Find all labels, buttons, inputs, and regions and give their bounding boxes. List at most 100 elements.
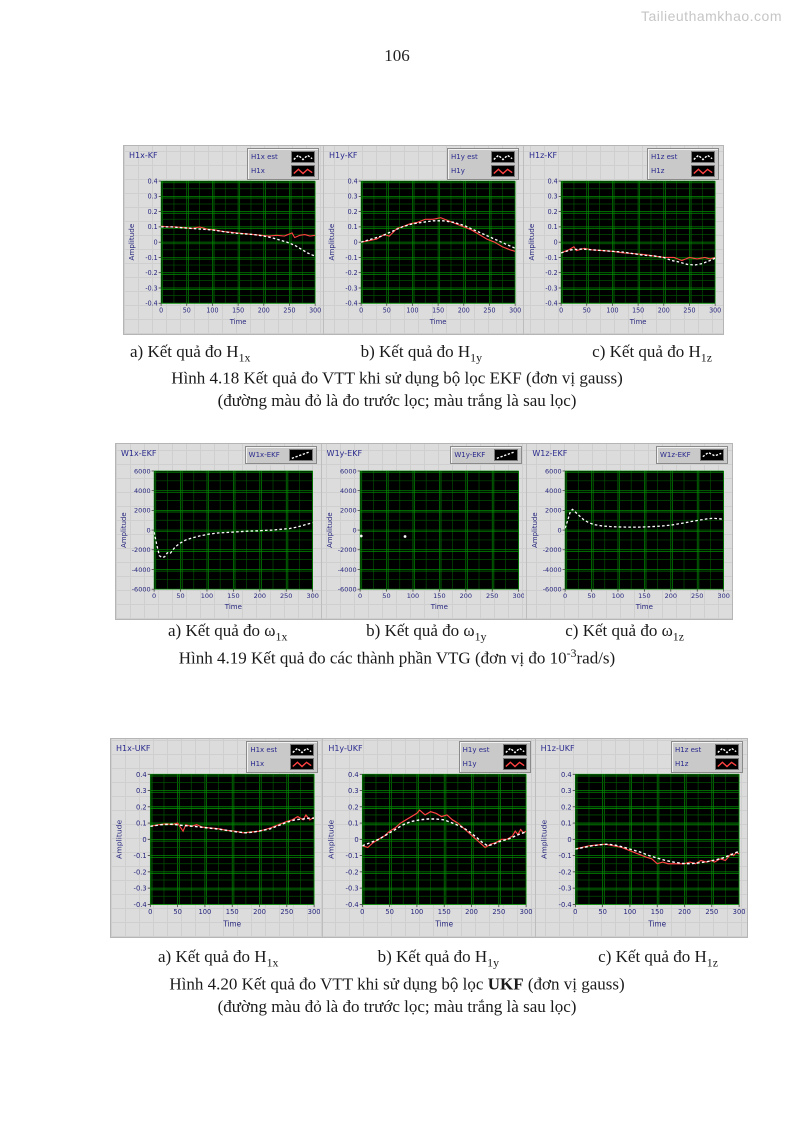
svg-text:4000: 4000 (134, 487, 151, 495)
svg-text:-0.2: -0.2 (145, 269, 157, 277)
svg-text:150: 150 (232, 306, 244, 314)
svg-text:0.1: 0.1 (348, 223, 358, 231)
svg-text:0: 0 (567, 836, 571, 844)
legend-line-icon (714, 744, 739, 756)
svg-text:-0.1: -0.1 (134, 852, 147, 860)
svg-text:Amplitude: Amplitude (539, 819, 548, 859)
figure-420-title: Hình 4.20 Kết quả đo VTT khi sử dụng bộ … (169, 974, 625, 994)
svg-text:100: 100 (623, 908, 636, 916)
svg-text:0: 0 (554, 238, 558, 246)
svg-text:300: 300 (308, 908, 321, 916)
legend-row: H1y (463, 758, 527, 770)
svg-text:-0.3: -0.3 (134, 884, 147, 892)
svg-text:250: 250 (705, 908, 718, 916)
waveform-plot: 0 50 100 150 200 250 300 0.4 0.3 0.2 0.1 0 -0.1 -0.2 -… (326, 178, 521, 332)
svg-text:100: 100 (606, 306, 618, 314)
legend-label: H1x est (251, 153, 278, 161)
svg-text:50: 50 (382, 592, 390, 600)
svg-text:100: 100 (411, 908, 424, 916)
legend-label: H1x est (250, 746, 278, 754)
chart-panel-w1x-ekf: W1x-EKF W1x-EKF 0 50 100 150 200 250 300 6000 40… (116, 444, 322, 619)
chart-panel-h1x-ukf: H1x-UKF H1x est H1x 0 50 100 150 200 250 300 0.… (111, 739, 324, 937)
waveform-plot: 0 50 100 150 200 250 300 0.4 0.3 0.2 0.1 0 -0.1 -0.2 -… (113, 771, 320, 935)
chart-title-label: H1z-KF (529, 151, 558, 160)
svg-text:0.2: 0.2 (348, 803, 359, 811)
svg-text:200: 200 (459, 592, 471, 600)
legend-row: H1z (651, 165, 715, 177)
legend-row: H1y est (463, 744, 527, 756)
chart-legend: H1x est H1x (247, 148, 319, 180)
svg-text:300: 300 (306, 592, 318, 600)
svg-text:Amplitude: Amplitude (120, 512, 128, 548)
chart-legend: W1z-EKF (656, 446, 729, 464)
svg-text:-6000: -6000 (543, 586, 562, 594)
svg-text:250: 250 (683, 306, 695, 314)
legend-label: H1y (462, 760, 477, 768)
svg-text:Time: Time (435, 919, 454, 928)
svg-text:Time: Time (429, 603, 447, 611)
svg-text:-0.1: -0.1 (345, 254, 357, 262)
legend-row: H1x est (251, 151, 315, 163)
svg-text:250: 250 (280, 908, 293, 916)
legend-line-icon (700, 449, 725, 461)
svg-text:300: 300 (520, 908, 533, 916)
legend-label: H1x (251, 167, 265, 175)
svg-text:-0.3: -0.3 (558, 884, 571, 892)
figure-419-title: Hình 4.19 Kết quả đo các thành phần VTG … (178, 646, 616, 668)
legend-label: W1z-EKF (660, 451, 691, 459)
chart-panel-h1y-ukf: H1y-UKF H1y est H1y 0 50 100 150 200 250 300 0.… (323, 739, 536, 937)
svg-text:200: 200 (254, 592, 266, 600)
svg-text:0.3: 0.3 (548, 193, 558, 201)
svg-text:0: 0 (352, 526, 356, 534)
subcaption-b: b) Kết quả đo H1y (377, 947, 500, 970)
chart-legend: H1y est H1y (447, 148, 519, 180)
svg-text:Time: Time (229, 318, 247, 326)
chart-title-label: W1x-EKF (121, 449, 157, 458)
legend-label: H1x (250, 760, 265, 768)
chart-panel-w1z-ekf: W1z-EKF W1z-EKF 0 50 100 150 200 250 300 6000 40… (527, 444, 732, 619)
svg-text:150: 150 (632, 306, 644, 314)
svg-text:Time: Time (629, 318, 647, 326)
svg-text:-0.4: -0.4 (545, 299, 557, 307)
chart-panel-h1x-ekf: H1x-KF H1x est H1x 0 50 100 150 200 250 300 0.4… (124, 146, 324, 334)
legend-row: H1z (675, 758, 739, 770)
chart-legend: H1y est H1y (458, 741, 531, 773)
chart-panel-h1z-ekf: H1z-KF H1z est H1z 0 50 100 150 200 250 300 0.4… (524, 146, 723, 334)
svg-text:100: 100 (612, 592, 624, 600)
svg-text:-0.2: -0.2 (545, 269, 557, 277)
svg-text:0.1: 0.1 (548, 223, 558, 231)
legend-line-icon (714, 758, 739, 770)
svg-text:0.4: 0.4 (348, 771, 359, 779)
svg-text:2000: 2000 (340, 507, 357, 515)
svg-text:-6000: -6000 (337, 586, 356, 594)
chart-legend: H1z est H1z (647, 148, 719, 180)
svg-text:150: 150 (432, 306, 444, 314)
svg-text:0.4: 0.4 (548, 178, 558, 185)
svg-text:100: 100 (406, 592, 418, 600)
svg-text:0.3: 0.3 (348, 193, 358, 201)
svg-text:250: 250 (486, 592, 498, 600)
legend-label: H1z est (674, 746, 702, 754)
svg-text:-0.3: -0.3 (545, 284, 557, 292)
figure-420-note: (đường màu đỏ là đo trước lọc; màu trắng… (217, 997, 577, 1016)
legend-label: H1z est (651, 153, 678, 161)
svg-text:50: 50 (173, 908, 182, 916)
legend-label: H1z (674, 760, 689, 768)
legend-label: H1y (451, 167, 465, 175)
svg-text:0: 0 (563, 592, 567, 600)
waveform-plot: 0 50 100 150 200 250 300 0.4 0.3 0.2 0.1 0 -0.1 -0.2 -… (526, 178, 721, 332)
svg-text:-2000: -2000 (543, 546, 562, 554)
legend-line-icon (290, 758, 315, 770)
svg-text:50: 50 (183, 306, 191, 314)
chart-title-label: H1y-UKF (328, 744, 363, 753)
svg-text:150: 150 (433, 592, 445, 600)
svg-text:-0.1: -0.1 (145, 254, 157, 262)
svg-text:50: 50 (383, 306, 391, 314)
svg-text:150: 150 (227, 592, 239, 600)
chart-panel-h1y-ekf: H1y-KF H1y est H1y 0 50 100 150 200 250 300 0.4… (324, 146, 524, 334)
svg-text:-0.3: -0.3 (145, 284, 157, 292)
svg-text:-0.2: -0.2 (558, 868, 571, 876)
svg-text:0.2: 0.2 (148, 208, 158, 216)
legend-row: H1x est (250, 744, 315, 756)
svg-text:0: 0 (573, 908, 577, 916)
